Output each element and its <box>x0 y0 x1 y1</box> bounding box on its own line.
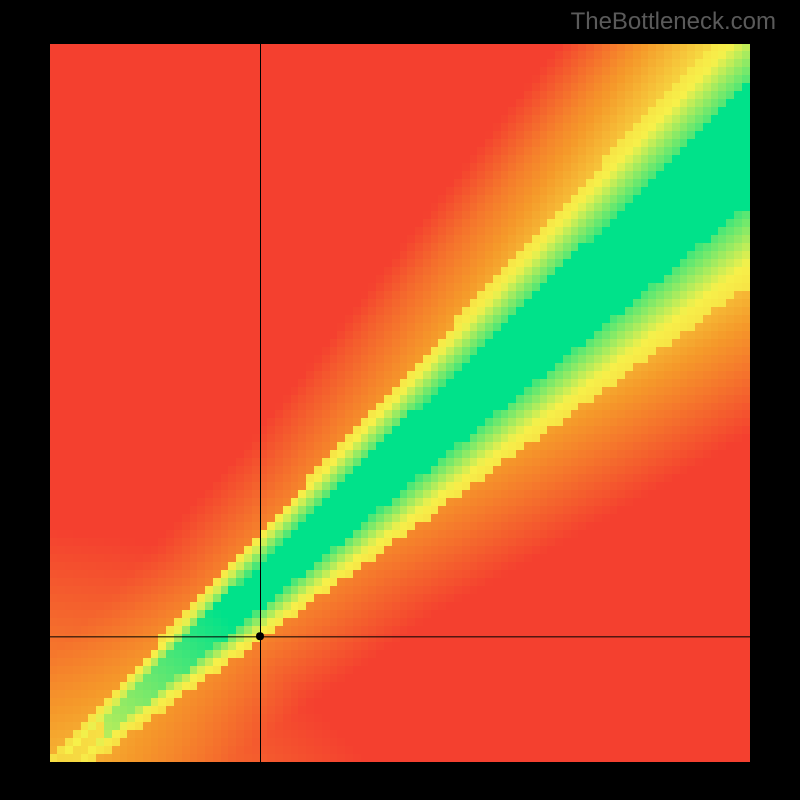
heatmap-canvas <box>50 44 750 762</box>
watermark-text: TheBottleneck.com <box>571 8 776 36</box>
heatmap-plot <box>50 44 750 762</box>
chart-frame: TheBottleneck.com <box>0 0 800 800</box>
